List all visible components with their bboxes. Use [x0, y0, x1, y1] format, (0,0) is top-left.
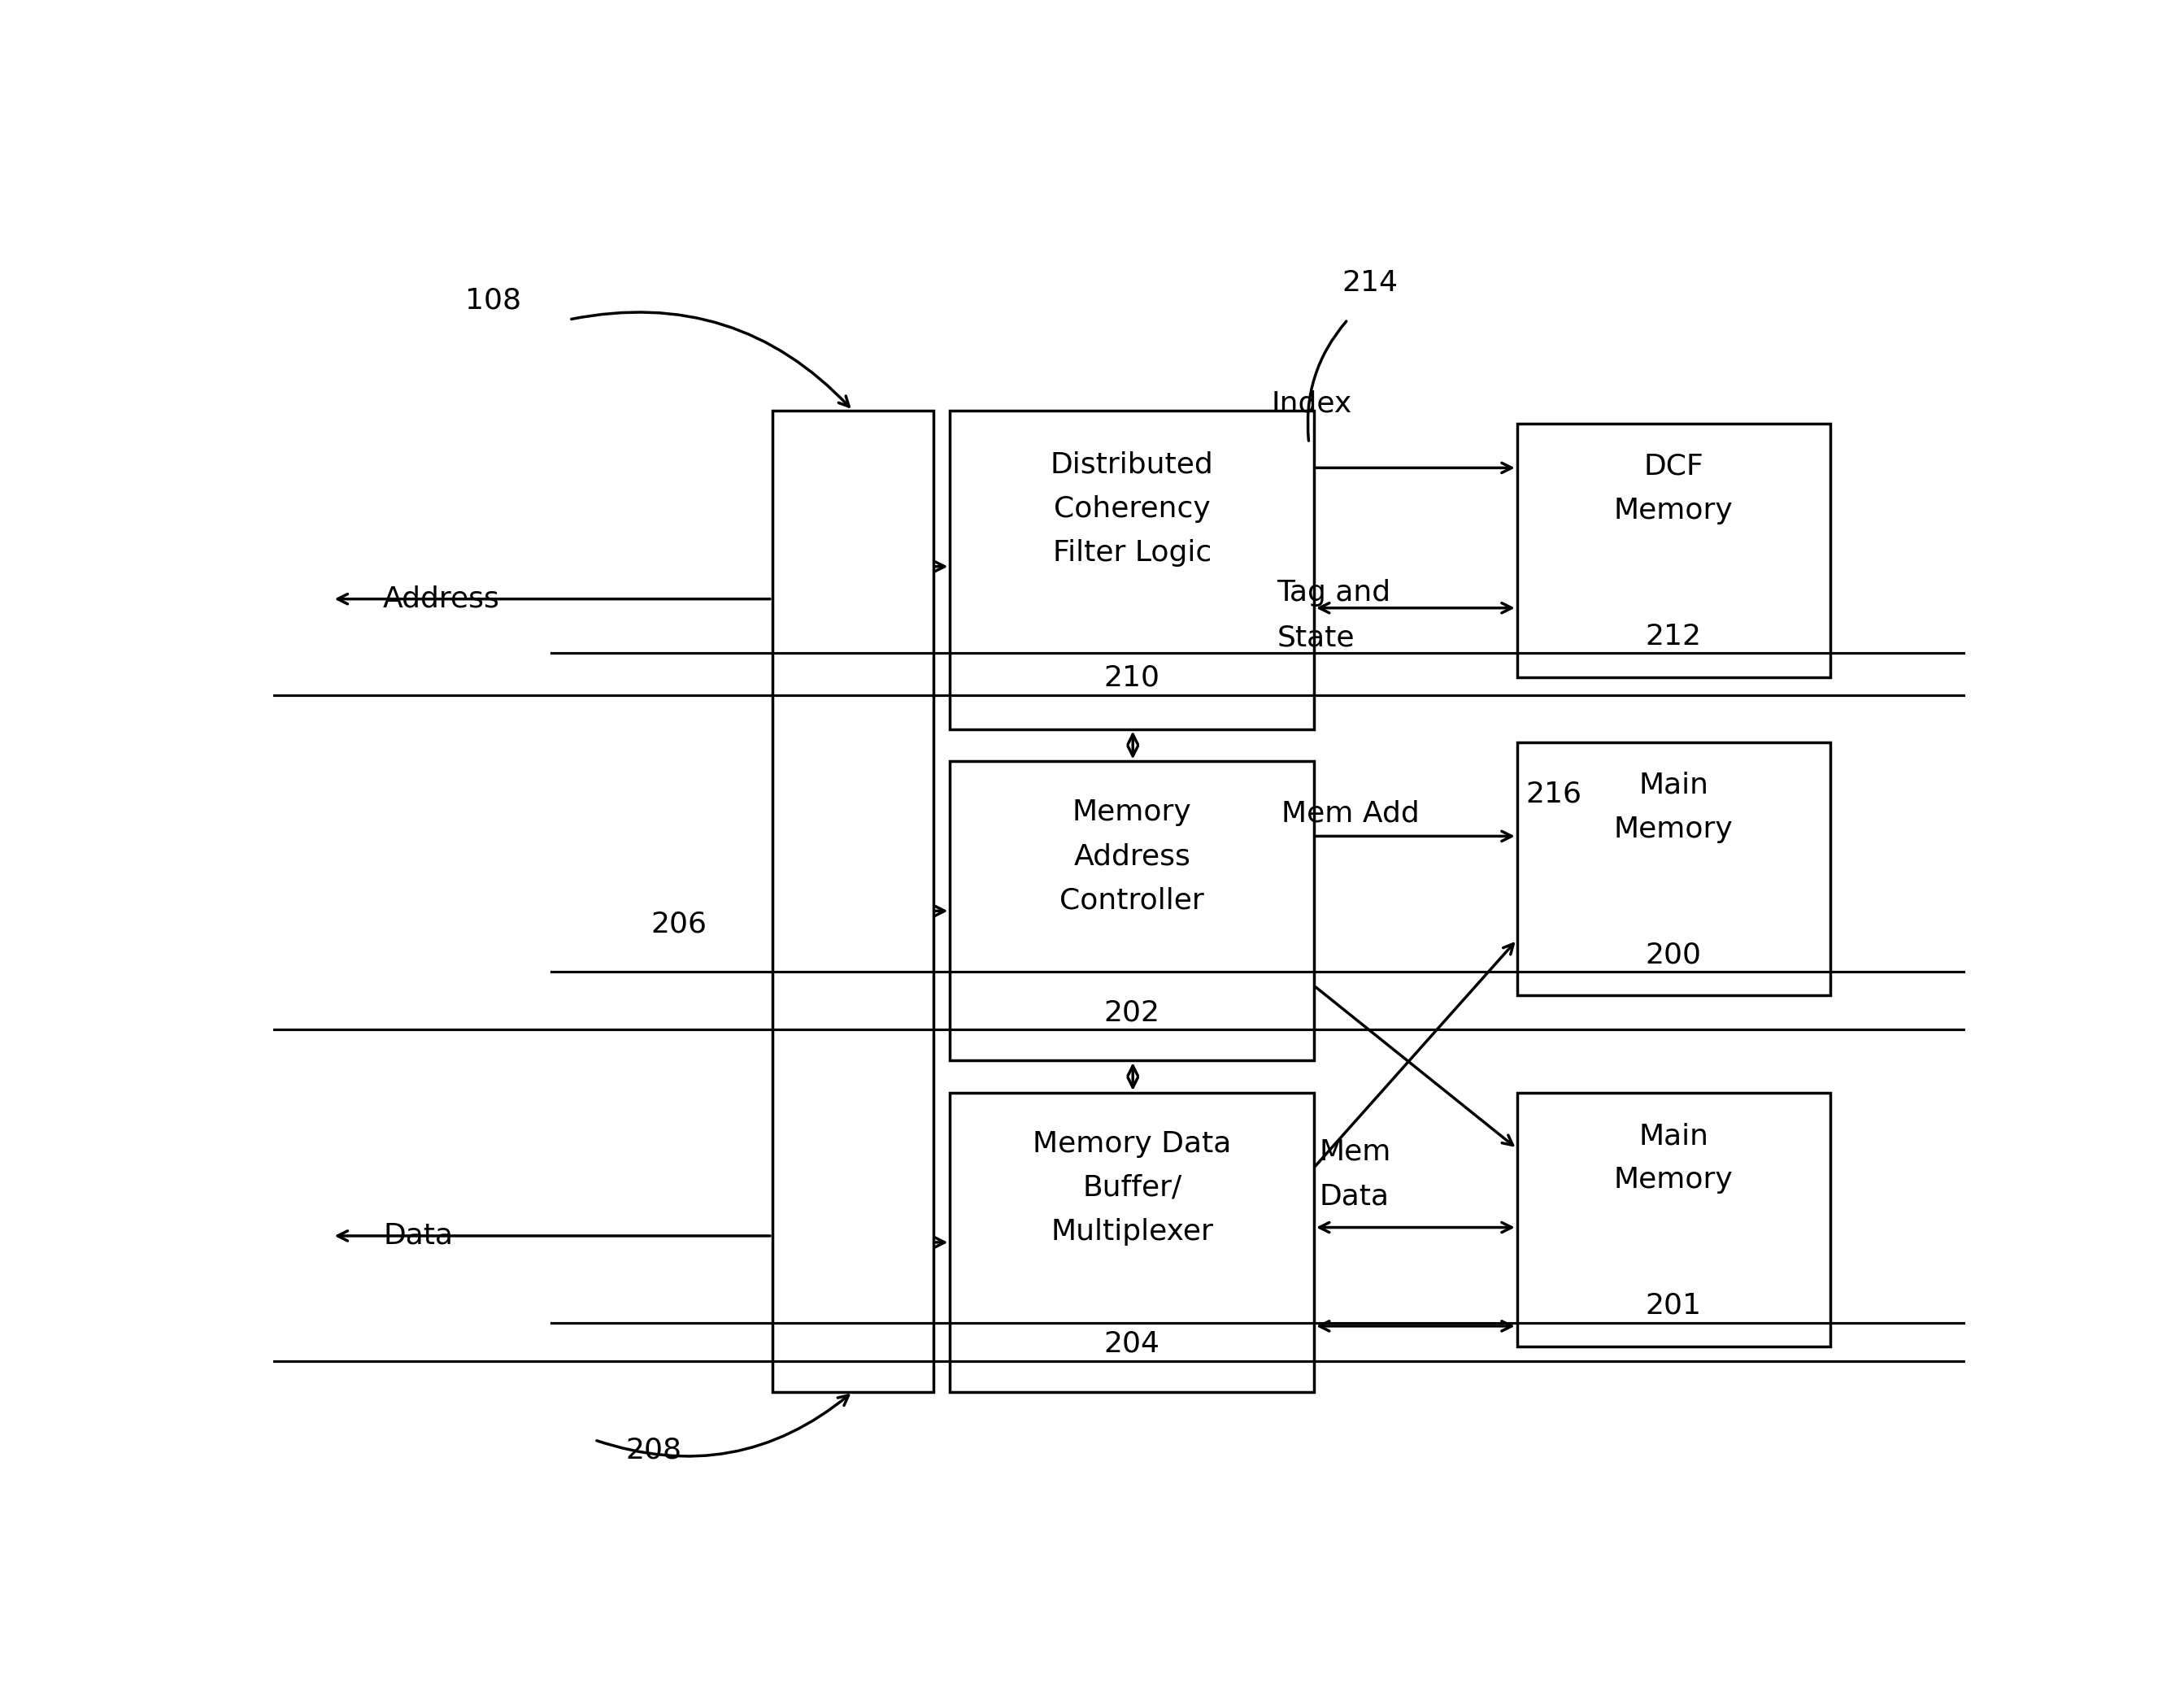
Text: Index: Index — [1271, 390, 1352, 419]
Text: Multiplexer: Multiplexer — [1051, 1219, 1214, 1246]
Text: Data: Data — [382, 1222, 452, 1249]
Bar — [773, 410, 933, 1393]
Bar — [950, 1092, 1315, 1393]
Text: Mem Add: Mem Add — [1282, 800, 1420, 827]
Text: State: State — [1278, 625, 1354, 652]
Text: Tag and: Tag and — [1278, 579, 1391, 606]
Text: 200: 200 — [1645, 940, 1701, 969]
Text: Main: Main — [1638, 771, 1708, 798]
Text: 210: 210 — [1103, 663, 1160, 692]
Text: Main: Main — [1638, 1123, 1708, 1150]
Text: 201: 201 — [1645, 1291, 1701, 1320]
Bar — [1518, 424, 1830, 677]
Text: 206: 206 — [651, 910, 708, 939]
Text: Memory Data: Memory Data — [1033, 1129, 1232, 1158]
Text: Address: Address — [382, 586, 500, 613]
Text: Distributed: Distributed — [1051, 451, 1214, 478]
Text: Address: Address — [1075, 842, 1190, 871]
Text: Memory: Memory — [1614, 1166, 1734, 1193]
Text: 214: 214 — [1341, 270, 1398, 297]
Text: Data: Data — [1319, 1183, 1389, 1210]
Text: 204: 204 — [1103, 1330, 1160, 1357]
Text: Filter Logic: Filter Logic — [1053, 538, 1212, 567]
Text: Controller: Controller — [1059, 886, 1203, 915]
Bar — [950, 410, 1315, 729]
Text: 208: 208 — [627, 1436, 681, 1463]
Bar — [950, 761, 1315, 1060]
Bar — [1518, 1092, 1830, 1347]
Text: 202: 202 — [1103, 999, 1160, 1026]
Text: 108: 108 — [465, 287, 522, 314]
Text: Memory: Memory — [1072, 798, 1192, 825]
Text: 216: 216 — [1524, 780, 1581, 809]
Text: Mem: Mem — [1319, 1138, 1391, 1165]
Text: 212: 212 — [1645, 623, 1701, 650]
Text: DCF: DCF — [1645, 452, 1704, 481]
Text: Coherency: Coherency — [1053, 495, 1210, 523]
Text: Memory: Memory — [1614, 496, 1734, 525]
Bar — [1518, 743, 1830, 996]
Text: Buffer/: Buffer/ — [1083, 1175, 1182, 1202]
Text: Memory: Memory — [1614, 815, 1734, 842]
